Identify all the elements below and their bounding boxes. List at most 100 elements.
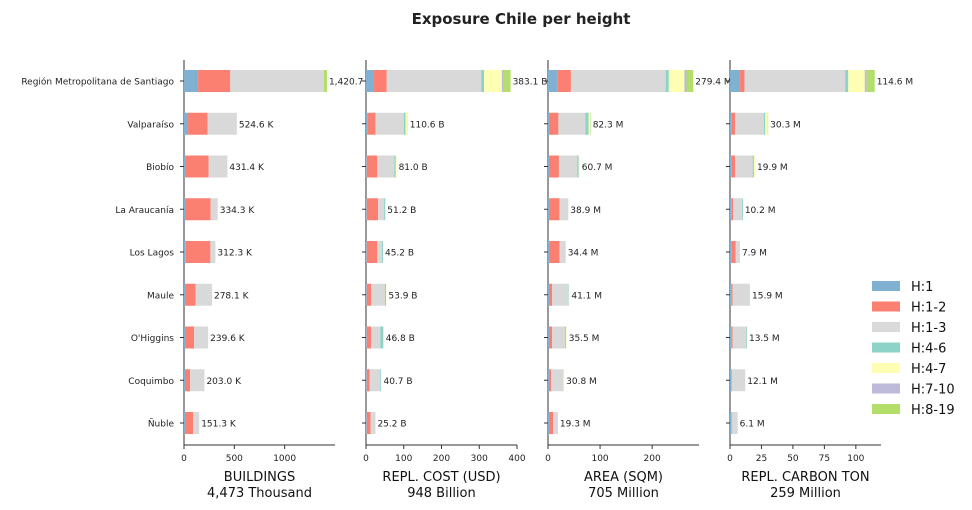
bar-segment xyxy=(184,241,186,263)
x-tick-label: 0 xyxy=(727,454,733,464)
bar-segment xyxy=(548,326,550,349)
bar-segment xyxy=(733,198,742,221)
bar-segment xyxy=(185,326,195,349)
bar-segment xyxy=(366,241,367,263)
bar-segment xyxy=(549,155,559,178)
bar-segment xyxy=(735,155,753,178)
bar-segment xyxy=(184,412,186,434)
x-tick-label: 0 xyxy=(545,454,551,464)
data-label: 15.9 M xyxy=(752,291,783,301)
data-label: 46.8 B xyxy=(386,334,415,344)
bar-segment xyxy=(186,155,209,178)
bar-segment xyxy=(366,326,372,349)
bar-segment xyxy=(484,70,502,92)
bar-segment xyxy=(558,112,586,135)
bar-segment xyxy=(377,241,382,263)
bar-segment xyxy=(577,155,579,178)
bar-segment xyxy=(366,241,378,263)
data-label: 383.1 B xyxy=(513,78,548,88)
data-label: 312.3 K xyxy=(217,249,253,259)
legend-label: H:1-3 xyxy=(911,321,946,336)
bar-segment xyxy=(195,283,212,306)
data-label: 239.6 K xyxy=(210,334,246,344)
bar-segment xyxy=(866,70,875,92)
bar-segment xyxy=(565,326,567,349)
data-label: 25.2 B xyxy=(377,420,406,430)
bar-segment xyxy=(384,283,387,306)
bar-segment xyxy=(548,112,550,135)
bar-segment xyxy=(731,369,746,392)
bar-segment xyxy=(548,369,550,392)
bar-segment xyxy=(730,198,732,221)
bar-segment xyxy=(184,112,189,135)
bar-segment xyxy=(503,70,511,92)
bar-segment xyxy=(380,326,384,349)
legend-label: H:7-10 xyxy=(911,383,955,398)
legend-swatch xyxy=(872,322,900,332)
bar-segment xyxy=(366,412,367,434)
bar-segment xyxy=(730,412,732,434)
bar-segment xyxy=(848,70,865,92)
bar-segment xyxy=(366,155,367,178)
data-label: 110.6 B xyxy=(410,120,445,130)
bar-segment xyxy=(384,198,386,221)
bar-segment xyxy=(395,155,397,178)
x-axis-label: REPL. COST (USD) xyxy=(382,470,500,485)
x-tick-label: 75 xyxy=(819,454,830,464)
legend-item: H:4-6 xyxy=(872,342,946,357)
category-label: Los Lagos xyxy=(130,249,175,259)
bar-segment xyxy=(185,412,194,434)
bar-segment xyxy=(730,326,732,349)
legend-swatch xyxy=(872,342,900,353)
bar-segment xyxy=(188,112,208,135)
bar-segment xyxy=(367,112,376,135)
bar-segment xyxy=(590,112,591,135)
bar-segment xyxy=(746,326,747,349)
bar-segment xyxy=(380,369,382,392)
bar-segment xyxy=(730,112,732,135)
bar-segment xyxy=(377,155,395,178)
x-axis-total: 259 Million xyxy=(770,486,841,501)
x-axis-total: 948 Billion xyxy=(407,486,476,501)
x-axis-total: 4,473 Thousand xyxy=(207,486,312,501)
bar-segment xyxy=(730,70,741,92)
bar-segment xyxy=(323,70,327,92)
x-axis-label: REPL. CARBON TON xyxy=(741,470,869,485)
data-label: 7.9 M xyxy=(742,249,767,259)
bar-segment xyxy=(549,326,553,349)
bar-segment xyxy=(548,70,558,92)
bar-segment xyxy=(366,369,370,392)
x-axis-label: BUILDINGS xyxy=(224,470,295,485)
category-label: Ñuble xyxy=(148,419,175,430)
x-tick-label: 200 xyxy=(644,454,661,464)
x-tick-label: 100 xyxy=(395,454,412,464)
bar-segment xyxy=(373,70,387,92)
data-label: 60.7 M xyxy=(582,163,613,173)
legend-item: H:1-2 xyxy=(872,301,946,316)
data-label: 34.4 M xyxy=(568,249,599,259)
data-label: 81.0 B xyxy=(399,163,428,173)
bar-segment xyxy=(763,112,766,135)
panel-3: 279.4 M 82.3 M 60.7 M 38.9 M 34.4 M 41.1 M 35.… xyxy=(544,60,732,501)
category-label: Coquimbo xyxy=(128,377,174,387)
bar-segment xyxy=(686,70,694,92)
bar-segment xyxy=(730,369,732,392)
bar-segment xyxy=(558,155,578,178)
bar-segment xyxy=(684,70,687,92)
bar-segment xyxy=(366,70,374,92)
data-label: 1,420.7 K xyxy=(329,78,373,88)
legend-swatch xyxy=(872,404,900,414)
bar-segment xyxy=(208,155,228,178)
bar-segment xyxy=(549,112,559,135)
bar-segment xyxy=(198,70,231,92)
bar-segment xyxy=(740,70,745,92)
legend-swatch xyxy=(872,383,900,394)
bar-segment xyxy=(230,70,324,92)
bar-segment xyxy=(570,70,666,92)
bar-segment xyxy=(190,369,205,392)
bar-segment xyxy=(744,70,846,92)
data-label: 38.9 M xyxy=(570,206,601,216)
category-label: Biobío xyxy=(146,163,174,173)
bar-segment xyxy=(185,283,196,306)
x-tick-label: 0 xyxy=(181,454,187,464)
